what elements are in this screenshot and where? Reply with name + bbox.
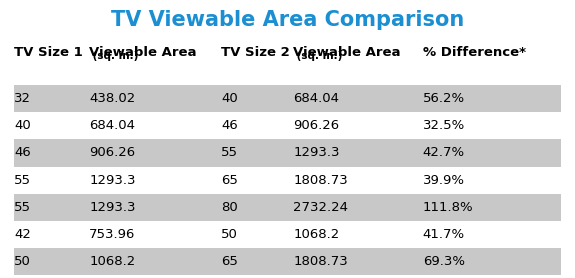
Text: 438.02: 438.02 <box>89 92 135 105</box>
Text: 1808.73: 1808.73 <box>293 174 348 187</box>
Text: 39.9%: 39.9% <box>423 174 465 187</box>
Text: 1293.3: 1293.3 <box>293 147 340 159</box>
Text: 46: 46 <box>14 147 31 159</box>
Text: 65: 65 <box>221 174 238 187</box>
Bar <box>14 85 561 112</box>
Text: 1068.2: 1068.2 <box>293 228 339 241</box>
Text: TV Viewable Area Comparison: TV Viewable Area Comparison <box>111 10 464 30</box>
Text: 906.26: 906.26 <box>89 147 135 159</box>
Text: 50: 50 <box>221 228 238 241</box>
Text: 42: 42 <box>14 228 31 241</box>
Bar <box>14 248 561 275</box>
Text: 41.7%: 41.7% <box>423 228 465 241</box>
Text: 684.04: 684.04 <box>293 92 339 105</box>
Text: 2732.24: 2732.24 <box>293 201 348 214</box>
Text: 32: 32 <box>14 92 32 105</box>
Text: Viewable Area: Viewable Area <box>293 46 401 59</box>
Text: TV Size 2: TV Size 2 <box>221 46 290 59</box>
Text: 56.2%: 56.2% <box>423 92 465 105</box>
Text: % Difference*: % Difference* <box>423 46 526 59</box>
Text: 69.3%: 69.3% <box>423 255 465 268</box>
Text: 55: 55 <box>14 174 32 187</box>
Bar <box>14 167 561 194</box>
Text: 753.96: 753.96 <box>89 228 136 241</box>
Text: 1293.3: 1293.3 <box>89 201 136 214</box>
Text: 80: 80 <box>221 201 238 214</box>
Text: 55: 55 <box>221 147 239 159</box>
Text: 40: 40 <box>14 119 31 132</box>
Text: (sq. in.): (sq. in.) <box>89 51 139 61</box>
Text: 1293.3: 1293.3 <box>89 174 136 187</box>
Text: (sq. in.): (sq. in.) <box>293 51 343 61</box>
Text: 684.04: 684.04 <box>89 119 135 132</box>
Text: TV Size 1: TV Size 1 <box>14 46 83 59</box>
Text: 40: 40 <box>221 92 238 105</box>
Bar <box>14 112 561 139</box>
Text: 55: 55 <box>14 201 32 214</box>
Text: 111.8%: 111.8% <box>423 201 473 214</box>
Bar <box>14 139 561 167</box>
Text: 46: 46 <box>221 119 238 132</box>
Text: 1068.2: 1068.2 <box>89 255 135 268</box>
Text: 1808.73: 1808.73 <box>293 255 348 268</box>
Text: 42.7%: 42.7% <box>423 147 465 159</box>
Text: 906.26: 906.26 <box>293 119 339 132</box>
Text: 50: 50 <box>14 255 31 268</box>
Bar <box>14 194 561 221</box>
Bar <box>14 221 561 248</box>
Text: Viewable Area: Viewable Area <box>89 46 197 59</box>
Text: 65: 65 <box>221 255 238 268</box>
Text: 32.5%: 32.5% <box>423 119 465 132</box>
